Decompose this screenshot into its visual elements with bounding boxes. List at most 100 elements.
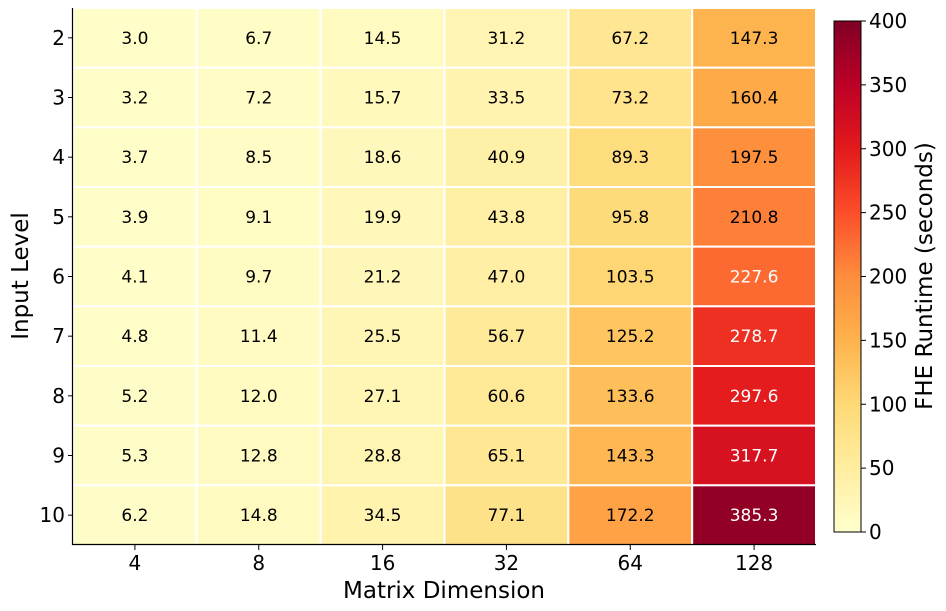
cell-value-label: 143.3 <box>606 447 655 467</box>
heatmap-cell <box>691 126 818 189</box>
cell-value-label: 73.2 <box>611 89 649 109</box>
heatmap-cell <box>691 484 818 547</box>
cell-value-label: 12.8 <box>240 447 278 467</box>
heatmap-cell <box>319 484 446 547</box>
cell-value-label: 34.5 <box>364 506 402 526</box>
heatmap-cell <box>567 126 694 189</box>
y-tick-label: 2 <box>52 26 65 50</box>
colorbar-tick-label: 250 <box>869 201 907 225</box>
cell-value-label: 9.1 <box>245 208 272 228</box>
cell-value-label: 95.8 <box>611 208 649 228</box>
cell-value-label: 21.2 <box>364 268 402 288</box>
cell-value-label: 67.2 <box>611 29 649 49</box>
colorbar-tick-label: 300 <box>869 137 907 161</box>
cell-value-label: 133.6 <box>606 387 655 407</box>
y-axis-label: Input Level <box>8 212 34 340</box>
colorbar-ticks: 0 50 100 150 200 250 300 350 400 <box>861 9 907 544</box>
cell-value-label: 8.5 <box>245 148 272 168</box>
cell-value-label: 172.2 <box>606 506 655 526</box>
heatmap-cell <box>443 245 570 308</box>
heatmap-cell <box>567 484 694 547</box>
cell-value-label: 47.0 <box>487 268 525 288</box>
x-tick-label: 16 <box>370 551 395 575</box>
cell-value-label: 3.7 <box>121 148 148 168</box>
y-tick-label: 5 <box>52 205 65 229</box>
heatmap-cell <box>195 186 322 248</box>
y-tick-label: 8 <box>52 384 65 408</box>
cell-value-label: 147.3 <box>730 29 779 49</box>
x-tick-label: 8 <box>252 551 265 575</box>
heatmap-cell <box>319 245 446 308</box>
cell-value-label: 43.8 <box>487 208 525 228</box>
cell-value-label: 297.6 <box>730 387 779 407</box>
y-tick-labels: 2 3 4 5 6 7 8 9 10 <box>40 26 73 527</box>
cell-value-label: 19.9 <box>364 208 402 228</box>
y-tick-label: 4 <box>52 145 65 169</box>
cell-value-label: 4.1 <box>121 268 148 288</box>
x-tick-labels: 4 8 16 32 64 128 <box>129 545 773 575</box>
cell-value-label: 3.0 <box>121 29 148 49</box>
cell-value-label: 14.8 <box>240 506 278 526</box>
heatmap-cell <box>72 186 198 248</box>
x-axis-label: Matrix Dimension <box>343 578 545 604</box>
cell-value-label: 3.2 <box>121 89 148 109</box>
colorbar-gradient <box>833 20 862 533</box>
cell-value-label: 197.5 <box>730 148 779 168</box>
cell-value-label: 14.5 <box>364 29 402 49</box>
cell-value-label: 40.9 <box>487 148 525 168</box>
heatmap-cell <box>691 186 818 248</box>
cell-value-label: 4.8 <box>121 327 148 347</box>
y-tick-label: 3 <box>52 86 65 110</box>
cell-value-label: 210.8 <box>730 208 779 228</box>
heatmap-cell <box>443 66 570 129</box>
heatmap-cell <box>443 186 570 248</box>
y-tick-label: 6 <box>52 265 65 289</box>
cell-value-label: 11.4 <box>240 327 278 347</box>
cell-value-label: 56.7 <box>487 327 525 347</box>
cell-value-label: 60.6 <box>487 387 525 407</box>
cell-value-label: 9.7 <box>245 268 272 288</box>
cell-value-label: 125.2 <box>606 327 655 347</box>
cell-value-label: 317.7 <box>730 447 779 467</box>
heatmap-cell <box>319 186 446 248</box>
heatmap-cell <box>691 365 818 427</box>
colorbar-tick-label: 50 <box>869 456 894 480</box>
heatmap-cell <box>443 126 570 189</box>
cell-value-label: 5.2 <box>121 387 148 407</box>
heatmap-cell <box>443 424 570 487</box>
heatmap-cell <box>567 245 694 308</box>
heatmap-cell <box>72 365 198 427</box>
y-tick-label: 10 <box>40 503 65 527</box>
colorbar-tick-label: 150 <box>869 328 907 352</box>
cell-value-label: 15.7 <box>364 89 402 109</box>
cell-value-label: 3.9 <box>121 208 148 228</box>
cell-value-label: 31.2 <box>487 29 525 49</box>
x-tick-label: 32 <box>494 551 519 575</box>
cell-value-label: 160.4 <box>730 89 779 109</box>
cell-value-label: 65.1 <box>487 447 525 467</box>
heatmap-cell <box>691 7 818 69</box>
y-tick-label: 7 <box>52 324 65 348</box>
heatmap-cell <box>72 484 198 547</box>
heatmap-cell <box>319 424 446 487</box>
cell-value-label: 6.2 <box>121 506 148 526</box>
cell-value-label: 7.2 <box>245 89 272 109</box>
colorbar-tick-label: 0 <box>869 520 882 544</box>
cell-value-label: 33.5 <box>487 89 525 109</box>
cell-value-label: 227.6 <box>730 268 779 288</box>
heatmap-cell <box>691 424 818 487</box>
cell-value-label: 28.8 <box>364 447 402 467</box>
cell-value-label: 5.3 <box>121 447 148 467</box>
cell-value-label: 89.3 <box>611 148 649 168</box>
heatmap-cell <box>691 66 818 129</box>
cell-value-label: 385.3 <box>730 506 779 526</box>
heatmap-cell <box>691 305 818 368</box>
heatmap-cell <box>195 484 322 547</box>
heatmap-cell <box>195 126 322 189</box>
cell-value-label: 77.1 <box>487 506 525 526</box>
colorbar-tick-label: 400 <box>869 9 907 33</box>
cell-value-labels: 3.0 6.7 14.5 31.2 67.2 147.3 3.2 7.2 15.7 33.5 73.… <box>121 29 778 526</box>
heatmap-cell <box>72 305 198 368</box>
heatmap-cell <box>195 66 322 129</box>
